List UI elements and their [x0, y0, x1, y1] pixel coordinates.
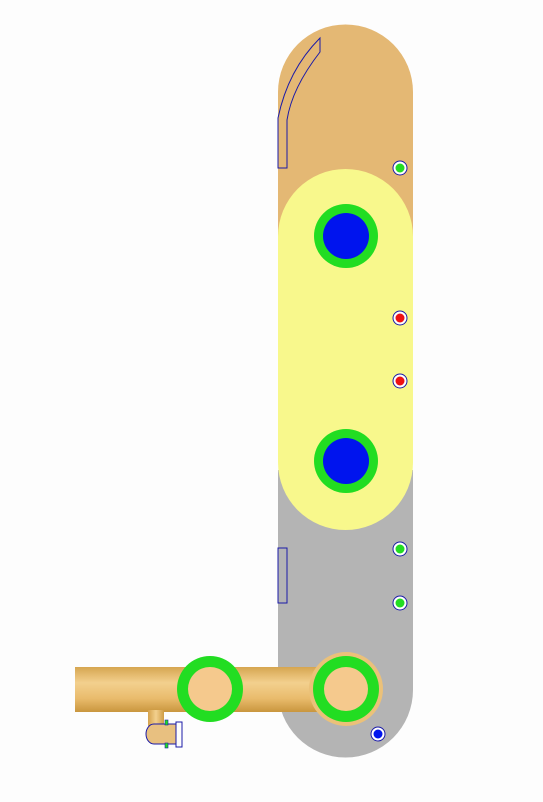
upper-side-slot: [277, 36, 321, 169]
small-hole-green-middle[interactable]: [392, 541, 408, 557]
large-pivot-hole-upper[interactable]: [314, 204, 378, 268]
pipe-pivot-hole-left[interactable]: [177, 656, 243, 722]
pipe-pivot-hole-right[interactable]: [309, 652, 383, 726]
large-pivot-hole-lower[interactable]: [314, 429, 378, 493]
fitting-clip-top: [164, 719, 169, 726]
small-hole-red-lower[interactable]: [392, 373, 408, 389]
small-hole-green-upper[interactable]: [392, 160, 408, 176]
small-hole-green-lower[interactable]: [392, 595, 408, 611]
small-hole-blue[interactable]: [370, 726, 386, 742]
fitting-flange: [175, 721, 183, 748]
drop-pipe-fitting[interactable]: [145, 723, 177, 745]
fitting-clip-bottom: [164, 742, 169, 749]
small-hole-red-upper[interactable]: [392, 310, 408, 326]
drop-pipe[interactable]: [148, 710, 164, 726]
middle-link[interactable]: [278, 169, 413, 530]
lower-side-slot: [277, 547, 288, 604]
